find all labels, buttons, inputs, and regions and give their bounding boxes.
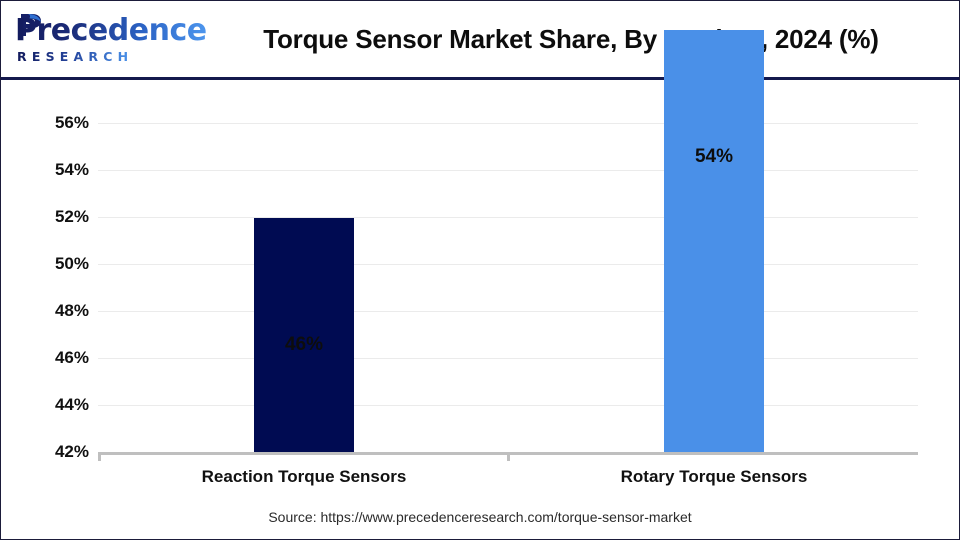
chart-header: Precedence RESEARCH Torque Sensor Market…	[1, 1, 959, 80]
y-tick-label: 42%	[54, 442, 89, 461]
y-tick-label: 56%	[54, 113, 89, 132]
x-axis-category-label-rotary: Rotary Torque Sensors	[620, 467, 808, 486]
x-axis-tick-left	[98, 452, 101, 461]
plot-area	[98, 30, 918, 453]
gridline	[98, 170, 918, 171]
gridline	[98, 358, 918, 359]
y-tick-label: 50%	[54, 254, 89, 273]
data-label-rotary-torque-sensors: 54%	[694, 146, 734, 167]
gridline	[98, 264, 918, 265]
leaf-p-mark-icon	[21, 14, 41, 36]
logo-subtext: RESEARCH	[17, 49, 134, 64]
source-note: Source: https://www.precedenceresearch.c…	[268, 509, 692, 525]
logo-wordmark: Precedence	[15, 13, 207, 48]
bar-rotary-torque-sensors[interactable]	[664, 30, 764, 453]
x-axis-tick-center	[507, 452, 510, 461]
y-tick-label: 54%	[54, 160, 89, 179]
bar-reaction-torque-sensors[interactable]	[254, 218, 354, 453]
y-tick-label: 48%	[54, 301, 89, 320]
data-label-reaction-torque-sensors: 46%	[284, 334, 324, 355]
page-title: Torque Sensor Market Share, By Product, …	[263, 23, 879, 54]
y-axis-tick-labels: 56% 54% 52% 50% 48% 46% 44% 42%	[13, 1, 89, 539]
y-tick-label: 44%	[54, 395, 89, 414]
gridline	[98, 123, 918, 124]
y-tick-label: 52%	[54, 207, 89, 226]
y-tick-label: 46%	[54, 348, 89, 367]
x-axis-category-label-reaction: Reaction Torque Sensors	[201, 467, 407, 486]
gridline	[98, 217, 918, 218]
gridline	[98, 311, 918, 312]
gridline	[98, 405, 918, 406]
precedence-research-logo: Precedence RESEARCH	[15, 14, 207, 69]
